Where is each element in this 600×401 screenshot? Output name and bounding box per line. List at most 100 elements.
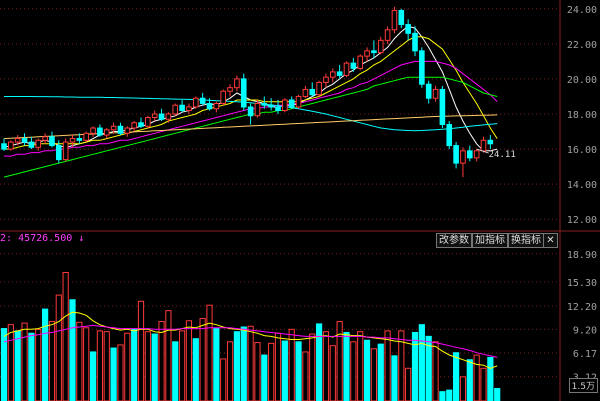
candle[interactable]: [62, 138, 69, 162]
volume-bar-up[interactable]: [480, 367, 487, 401]
volume-bar-up[interactable]: [405, 367, 412, 401]
candle[interactable]: [473, 149, 480, 162]
switch-indicator-button[interactable]: 换指标: [508, 233, 544, 248]
candle[interactable]: [97, 124, 103, 137]
volume-bar-down[interactable]: [69, 299, 76, 401]
candle[interactable]: [227, 84, 233, 97]
candle[interactable]: [467, 145, 473, 162]
volume-bar-down[interactable]: [466, 359, 473, 401]
volume-bar-up[interactable]: [206, 304, 213, 401]
candle[interactable]: [103, 128, 110, 139]
candle[interactable]: [295, 94, 302, 109]
volume-bar-down[interactable]: [411, 331, 419, 401]
volume-bar-up[interactable]: [247, 325, 254, 401]
volume-bar-down[interactable]: [213, 328, 220, 401]
candle-layer[interactable]: [1, 6, 494, 178]
volume-bar-up[interactable]: [117, 344, 124, 401]
volume-bar-down[interactable]: [446, 389, 453, 401]
volume-bar-up[interactable]: [96, 330, 104, 401]
volume-bar-up[interactable]: [62, 271, 69, 401]
candle[interactable]: [268, 98, 274, 111]
candle[interactable]: [28, 136, 35, 150]
candle[interactable]: [151, 110, 158, 122]
volume-bar-down[interactable]: [418, 324, 425, 401]
volume-layer[interactable]: [0, 271, 501, 401]
volume-bar-up[interactable]: [309, 333, 316, 401]
volume-bar-up[interactable]: [179, 330, 186, 401]
candle[interactable]: [199, 92, 206, 106]
candle[interactable]: [76, 133, 83, 144]
volume-bar-up[interactable]: [124, 332, 131, 401]
candle[interactable]: [165, 112, 172, 123]
volume-bar-down[interactable]: [377, 343, 384, 401]
volume-bar-down[interactable]: [131, 328, 138, 401]
candle[interactable]: [193, 96, 199, 109]
candle[interactable]: [419, 47, 425, 88]
volume-bar-up[interactable]: [473, 354, 480, 401]
candle[interactable]: [1, 138, 7, 151]
candle[interactable]: [90, 126, 96, 137]
candle[interactable]: [343, 61, 350, 78]
volume-bar-down[interactable]: [316, 323, 323, 401]
candle[interactable]: [261, 96, 268, 109]
volume-bar-down[interactable]: [89, 351, 97, 401]
candle[interactable]: [42, 133, 48, 144]
volume-bar-up[interactable]: [76, 321, 83, 401]
candle[interactable]: [425, 80, 432, 104]
candle[interactable]: [234, 75, 240, 92]
volume-bar-down[interactable]: [110, 347, 117, 401]
candle[interactable]: [21, 133, 28, 146]
volume-bar-down[interactable]: [151, 333, 158, 401]
candle[interactable]: [49, 131, 55, 148]
volume-bar-up[interactable]: [220, 358, 227, 401]
candle[interactable]: [158, 108, 165, 122]
candle[interactable]: [254, 99, 261, 118]
volume-bar-up[interactable]: [322, 331, 330, 401]
edit-params-button[interactable]: 改参数: [436, 233, 472, 248]
candle[interactable]: [453, 142, 459, 169]
volume-bar-up[interactable]: [35, 328, 42, 401]
volume-bar-down[interactable]: [494, 388, 501, 401]
volume-bar-down[interactable]: [14, 330, 21, 401]
candle[interactable]: [371, 40, 377, 58]
volume-bar-up[interactable]: [165, 310, 172, 401]
candle[interactable]: [110, 122, 117, 134]
candle[interactable]: [446, 121, 453, 150]
volume-bar-up[interactable]: [158, 321, 165, 401]
volume-bar-up[interactable]: [48, 321, 56, 401]
volume-bar-down[interactable]: [363, 339, 371, 401]
volume-bar-down[interactable]: [487, 356, 494, 401]
candle[interactable]: [487, 135, 494, 150]
candle[interactable]: [35, 138, 42, 151]
candle[interactable]: [316, 80, 322, 97]
candle[interactable]: [323, 73, 329, 88]
candle[interactable]: [206, 98, 213, 111]
candle[interactable]: [14, 135, 21, 146]
candle[interactable]: [302, 85, 309, 99]
candle[interactable]: [391, 6, 398, 34]
candle[interactable]: [247, 103, 254, 125]
candle[interactable]: [145, 115, 151, 129]
candle[interactable]: [288, 96, 295, 109]
candle[interactable]: [439, 85, 446, 129]
candle[interactable]: [357, 54, 363, 71]
volume-bar-up[interactable]: [137, 300, 145, 401]
volume-bar-up[interactable]: [329, 345, 336, 401]
candle[interactable]: [384, 26, 391, 44]
candle[interactable]: [117, 122, 124, 136]
volume-bar-down[interactable]: [0, 328, 8, 401]
volume-bar-up[interactable]: [302, 351, 309, 401]
candle[interactable]: [131, 121, 137, 132]
candle[interactable]: [83, 131, 90, 143]
candle[interactable]: [282, 98, 288, 113]
volume-bar-up[interactable]: [336, 321, 343, 401]
candle[interactable]: [124, 126, 131, 137]
candle[interactable]: [412, 26, 418, 57]
volume-bar-up[interactable]: [83, 327, 90, 401]
volume-bar-up[interactable]: [357, 331, 364, 401]
volume-bar-down[interactable]: [240, 326, 247, 401]
candle[interactable]: [336, 64, 343, 79]
candle[interactable]: [56, 140, 62, 164]
candle[interactable]: [179, 99, 185, 113]
volume-bar-up[interactable]: [103, 331, 110, 401]
